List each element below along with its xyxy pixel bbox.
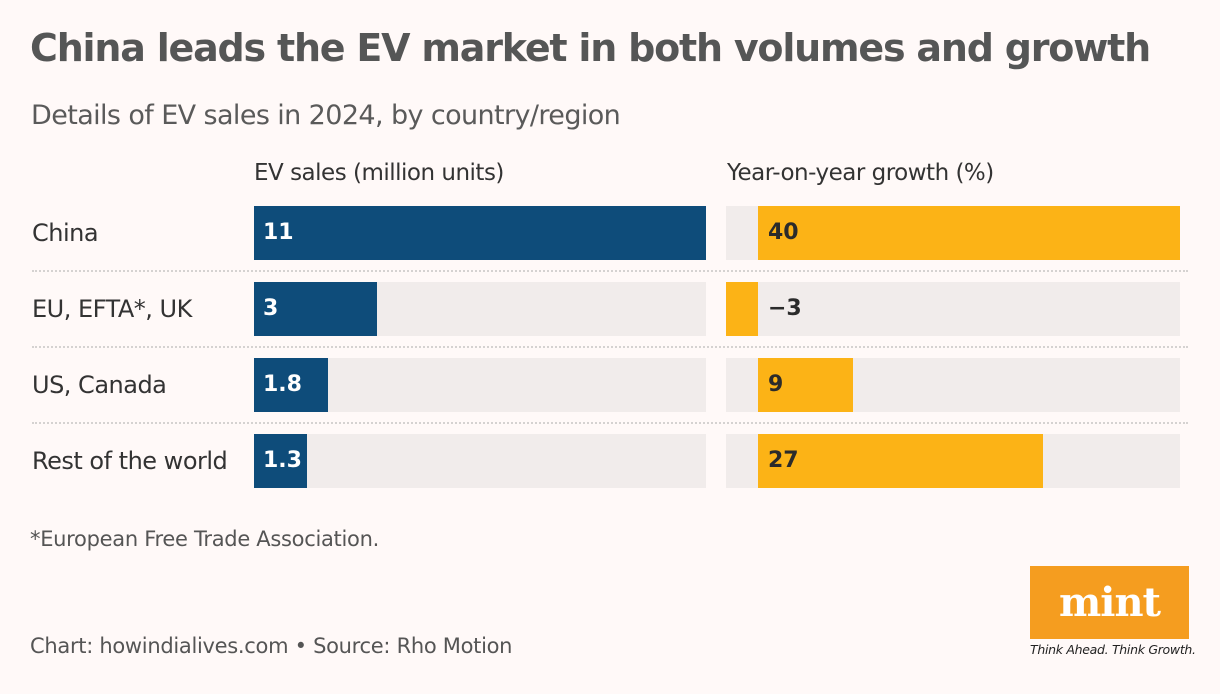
growth-value-label: −3 [768,296,802,321]
growth-value-label: 40 [768,220,799,245]
sales-value-label: 11 [263,220,294,245]
sales-track [254,434,706,488]
growth-bar [758,434,1043,488]
growth-track [726,282,1180,336]
sales-bar [254,206,706,260]
logo-text: mint [1058,579,1161,626]
row-separator [32,270,1188,272]
growth-value-label: 27 [768,448,799,473]
row-label: US, Canada [32,371,167,399]
sales-bar [254,434,308,488]
row-label: EU, EFTA*, UK [32,295,192,323]
row-separator [32,422,1188,424]
growth-bar [758,358,853,412]
row-label: China [32,219,99,247]
logo-tagline: Think Ahead. Think Growth. [1030,642,1196,657]
mint-logo: mint [1030,566,1189,639]
sales-column-header: EV sales (million units) [254,160,504,186]
chart-title: China leads the EV market in both volume… [30,26,1151,70]
sales-track [254,358,706,412]
sales-bar [254,358,328,412]
growth-column-header: Year-on-year growth (%) [727,160,994,186]
row-label: Rest of the world [32,447,228,475]
source-credit: Chart: howindialives.com • Source: Rho M… [30,634,513,658]
row-separator [32,346,1188,348]
growth-bar [758,206,1180,260]
sales-value-label: 1.3 [263,448,302,473]
growth-value-label: 9 [768,372,784,397]
growth-bar [726,282,758,336]
chart-subtitle: Details of EV sales in 2024, by country/… [31,100,621,131]
footnote: *European Free Trade Association. [30,527,379,551]
sales-value-label: 1.8 [263,372,302,397]
sales-bar [254,282,378,336]
sales-value-label: 3 [263,296,279,321]
